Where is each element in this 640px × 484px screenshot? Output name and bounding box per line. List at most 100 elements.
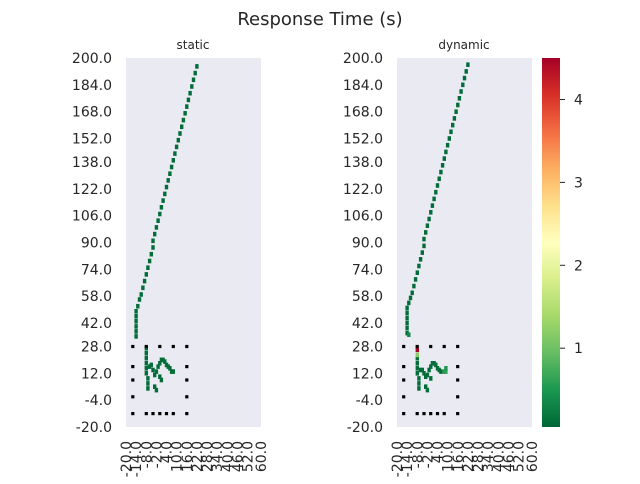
trajectory-cell bbox=[452, 116, 457, 121]
trajectory-cell bbox=[154, 225, 159, 230]
x-tick-label: 22.0 bbox=[461, 441, 477, 472]
cluster-cell bbox=[161, 357, 165, 363]
cluster-cell bbox=[159, 377, 164, 383]
grid-marker bbox=[144, 344, 148, 349]
dynamic-x-tick-labels: -20.0-14.0-8.0-2.04.010.016.022.028.034.… bbox=[390, 441, 541, 477]
trajectory-cell bbox=[144, 272, 148, 277]
trajectory-cell bbox=[454, 109, 458, 114]
trajectory-cell bbox=[136, 303, 140, 309]
trajectory-cell bbox=[415, 270, 419, 275]
trajectory-cell bbox=[134, 324, 138, 329]
y-tick-label: 28.0 bbox=[352, 340, 383, 356]
cluster-cell bbox=[418, 367, 423, 373]
trajectory-cell bbox=[164, 184, 169, 190]
cluster-cell bbox=[151, 367, 155, 373]
cluster-cell bbox=[424, 384, 428, 389]
y-tick-label: 106.0 bbox=[72, 209, 112, 225]
trajectory-cell bbox=[159, 205, 164, 210]
cluster-cell bbox=[147, 364, 152, 369]
cluster-cell bbox=[169, 369, 174, 374]
static-panel: static 200.0 184.0 168.0 152.0 138.0 122.0 106… bbox=[72, 38, 270, 477]
cluster-cell bbox=[146, 376, 150, 381]
trajectory-cell bbox=[173, 151, 177, 156]
grid-marker bbox=[131, 395, 135, 399]
trajectory-cell bbox=[466, 62, 470, 67]
grid-marker bbox=[164, 412, 169, 416]
cluster-cell bbox=[154, 369, 159, 374]
cluster-cell bbox=[415, 361, 419, 366]
x-tick-label: 60.0 bbox=[525, 441, 541, 472]
trajectory-cell bbox=[405, 320, 409, 326]
highlight-cell bbox=[415, 352, 419, 358]
cluster-cell bbox=[417, 386, 421, 391]
trajectory-cell bbox=[424, 230, 428, 235]
y-tick-label: 74.0 bbox=[81, 262, 112, 278]
trajectory-cell bbox=[413, 277, 418, 282]
grid-marker bbox=[185, 395, 189, 399]
trajectory-cell bbox=[139, 292, 143, 297]
x-tick-label: 40.0 bbox=[220, 441, 236, 472]
trajectory-cell bbox=[459, 89, 463, 94]
grid-marker bbox=[402, 344, 406, 349]
grid-marker bbox=[435, 412, 440, 416]
trajectory-cell bbox=[171, 158, 175, 163]
trajectory-cell bbox=[420, 250, 424, 255]
trajectory-cell bbox=[434, 189, 438, 195]
cluster-cell bbox=[415, 371, 419, 376]
grid-marker bbox=[415, 344, 419, 349]
grid-marker bbox=[158, 344, 162, 349]
trajectory-cell bbox=[439, 169, 443, 175]
x-tick-label: 34.0 bbox=[481, 441, 497, 472]
y-tick-label: 12.0 bbox=[352, 366, 383, 382]
y-tick-label: 168.0 bbox=[343, 105, 383, 121]
y-tick-label: 58.0 bbox=[352, 289, 383, 305]
x-tick-label: 34.0 bbox=[210, 441, 226, 472]
y-tick-label: 200.0 bbox=[343, 51, 383, 67]
trajectory-cell bbox=[451, 122, 455, 128]
grid-marker bbox=[151, 412, 155, 416]
y-tick-label: 12.0 bbox=[81, 366, 112, 382]
static-x-tick-labels: -20.0-14.0-8.0-2.04.010.016.022.028.034.… bbox=[119, 441, 270, 477]
trajectory-cell bbox=[429, 210, 433, 215]
cluster-cell bbox=[168, 366, 172, 371]
trajectory-cell bbox=[158, 211, 162, 217]
cluster-cell bbox=[429, 376, 433, 381]
trajectory-cell bbox=[461, 82, 465, 88]
trajectory-cell bbox=[444, 149, 448, 155]
x-tick-label: -20.0 bbox=[390, 441, 406, 477]
cluster-cell bbox=[144, 366, 148, 371]
trajectory-cell bbox=[134, 329, 138, 334]
trajectory-cell bbox=[408, 295, 413, 301]
trajectory-cell bbox=[168, 171, 172, 176]
cluster-cell bbox=[415, 366, 419, 371]
trajectory-cell bbox=[456, 102, 460, 108]
trajectory-cell bbox=[440, 163, 445, 168]
cluster-cell bbox=[149, 362, 153, 368]
cluster-cell bbox=[429, 364, 433, 369]
cluster-cell bbox=[422, 371, 426, 376]
x-tick-label: 4.0 bbox=[160, 441, 176, 463]
trajectory-cell bbox=[176, 137, 180, 143]
colorbar-ticks: 1 2 3 4 bbox=[560, 93, 583, 357]
trajectory-cell bbox=[137, 297, 142, 302]
y-tick-label: 138.0 bbox=[343, 155, 383, 171]
highlight-cell bbox=[444, 369, 448, 374]
trajectory-cell bbox=[449, 129, 453, 135]
cluster-cell bbox=[144, 371, 148, 376]
colorbar-tick-label: 4 bbox=[574, 93, 583, 109]
trajectory-cell bbox=[412, 283, 416, 289]
dynamic-heatmap-cells bbox=[402, 62, 470, 416]
x-tick-label: 60.0 bbox=[254, 441, 270, 472]
trajectory-cell bbox=[405, 330, 409, 336]
cluster-cell bbox=[153, 372, 157, 378]
trajectory-cell bbox=[430, 203, 435, 208]
grid-marker bbox=[402, 378, 406, 382]
grid-marker bbox=[442, 344, 446, 349]
grid-marker bbox=[131, 378, 135, 382]
grid-marker bbox=[185, 378, 189, 382]
trajectory-cell bbox=[142, 278, 147, 284]
static-heatmap-cells bbox=[131, 64, 199, 416]
cluster-cell bbox=[144, 345, 148, 351]
trajectory-cell bbox=[146, 265, 150, 270]
trajectory-cell bbox=[134, 309, 138, 314]
